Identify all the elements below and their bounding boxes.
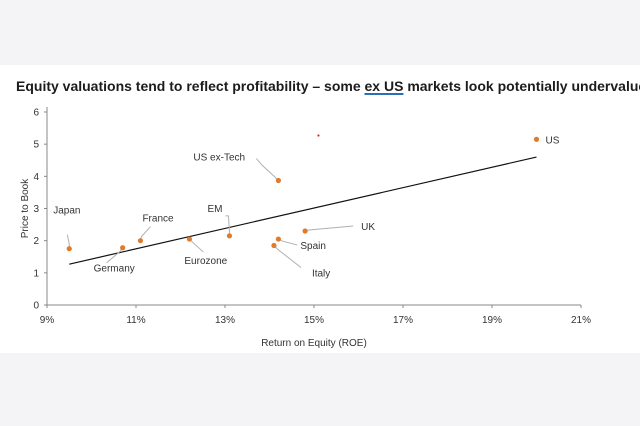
y-tick-label: 0 bbox=[33, 301, 39, 312]
data-point-italy bbox=[271, 242, 277, 249]
data-point-us-ex-tech bbox=[275, 177, 281, 184]
data-label-uk: UK bbox=[361, 222, 375, 233]
leader-line-eurozone bbox=[189, 238, 204, 253]
leader-line-us-ex-tech bbox=[256, 158, 279, 181]
y-tick-label: 1 bbox=[33, 268, 39, 279]
data-label-eurozone: Eurozone bbox=[184, 256, 227, 267]
chart-panel: Equity valuations tend to reflect profit… bbox=[0, 65, 640, 353]
data-label-italy: Italy bbox=[312, 268, 330, 279]
y-tick-label: 3 bbox=[33, 204, 39, 215]
data-point-spain bbox=[275, 236, 281, 242]
y-tick-label: 6 bbox=[33, 108, 39, 119]
data-point-eurozone bbox=[186, 236, 192, 242]
leader-line-italy bbox=[273, 245, 302, 268]
data-point-france bbox=[137, 238, 144, 244]
title-text-highlight: ex US bbox=[364, 78, 404, 94]
y-tick-label: 2 bbox=[33, 236, 39, 247]
data-point-uk bbox=[302, 228, 308, 234]
data-point-us bbox=[533, 136, 540, 142]
scatter-plot: 0 1 2 3 4 5 6 9% 11% 13% 15% 17% 19% 21% Return on Equ… bbox=[20, 107, 591, 349]
y-axis-title: Price to Book bbox=[20, 178, 31, 238]
x-axis-title: Return on Equity (ROE) bbox=[261, 338, 367, 349]
x-tick-label: 21% bbox=[571, 315, 591, 326]
y-tick-label: 5 bbox=[33, 140, 39, 151]
data-label-germany: Germany bbox=[94, 264, 135, 275]
x-tick-label: 17% bbox=[393, 315, 413, 326]
leader-line-spain bbox=[278, 238, 298, 246]
x-tick-label: 9% bbox=[40, 315, 55, 326]
data-point-em bbox=[226, 233, 233, 239]
data-label-us: US bbox=[546, 135, 560, 146]
data-point-japan bbox=[66, 246, 72, 252]
data-label-france: France bbox=[142, 214, 174, 225]
trend-line bbox=[69, 156, 537, 265]
data-label-spain: Spain bbox=[300, 241, 326, 252]
title-text-start: Equity valuations tend to reflect profit… bbox=[16, 78, 365, 94]
x-tick-label: 19% bbox=[482, 315, 502, 326]
data-label-us-ex-tech: US ex-Tech bbox=[193, 153, 245, 164]
stray-point bbox=[317, 134, 320, 137]
leader-line-em bbox=[225, 215, 230, 236]
chart-title: Equity valuations tend to reflect profit… bbox=[16, 78, 640, 94]
x-tick-label: 13% bbox=[215, 315, 235, 326]
x-tick-label: 15% bbox=[304, 315, 324, 326]
x-tick-label: 11% bbox=[126, 315, 145, 326]
data-point-germany bbox=[120, 245, 126, 251]
title-text-end: markets look potentially undervalued bbox=[403, 78, 640, 94]
data-label-japan: Japan bbox=[53, 206, 80, 217]
leader-line-uk bbox=[304, 225, 354, 232]
data-label-em: EM bbox=[207, 204, 222, 215]
y-tick-label: 4 bbox=[33, 172, 39, 183]
